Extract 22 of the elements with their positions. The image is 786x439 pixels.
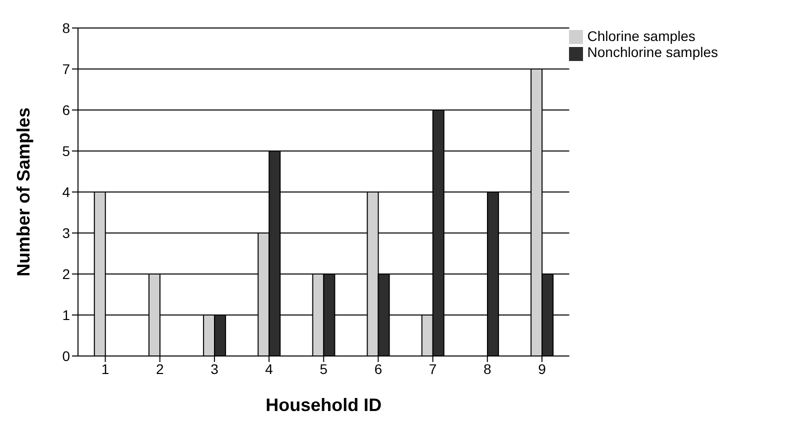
- y-tick-label: 5: [62, 142, 70, 159]
- y-tick-label: 8: [62, 20, 70, 36]
- y-tick-label: 7: [62, 60, 70, 77]
- legend-label: Nonchlorine samples: [587, 44, 718, 60]
- y-tick-label: 4: [62, 184, 70, 200]
- y-tick-label: 2: [62, 266, 70, 282]
- x-tick-label: 2: [156, 360, 164, 377]
- legend-label: Chlorine samples: [587, 28, 696, 44]
- x-tick-label: 5: [320, 360, 328, 377]
- x-tick-label: 9: [538, 360, 546, 377]
- x-tick-label: 3: [210, 360, 219, 377]
- x-tick-label: 1: [101, 360, 110, 377]
- x-tick-label: 6: [374, 360, 382, 377]
- x-tick-label: 4: [265, 360, 274, 377]
- y-axis-title: Number of Samples: [13, 107, 34, 277]
- x-tick-label: 7: [428, 360, 437, 377]
- y-tick-label: 1: [62, 306, 70, 323]
- y-tick-label: 0: [62, 348, 70, 364]
- y-tick-label: 3: [62, 224, 70, 241]
- x-axis-title: Household ID: [266, 395, 382, 415]
- x-tick-label: 8: [483, 360, 492, 377]
- y-tick-label: 6: [62, 102, 70, 118]
